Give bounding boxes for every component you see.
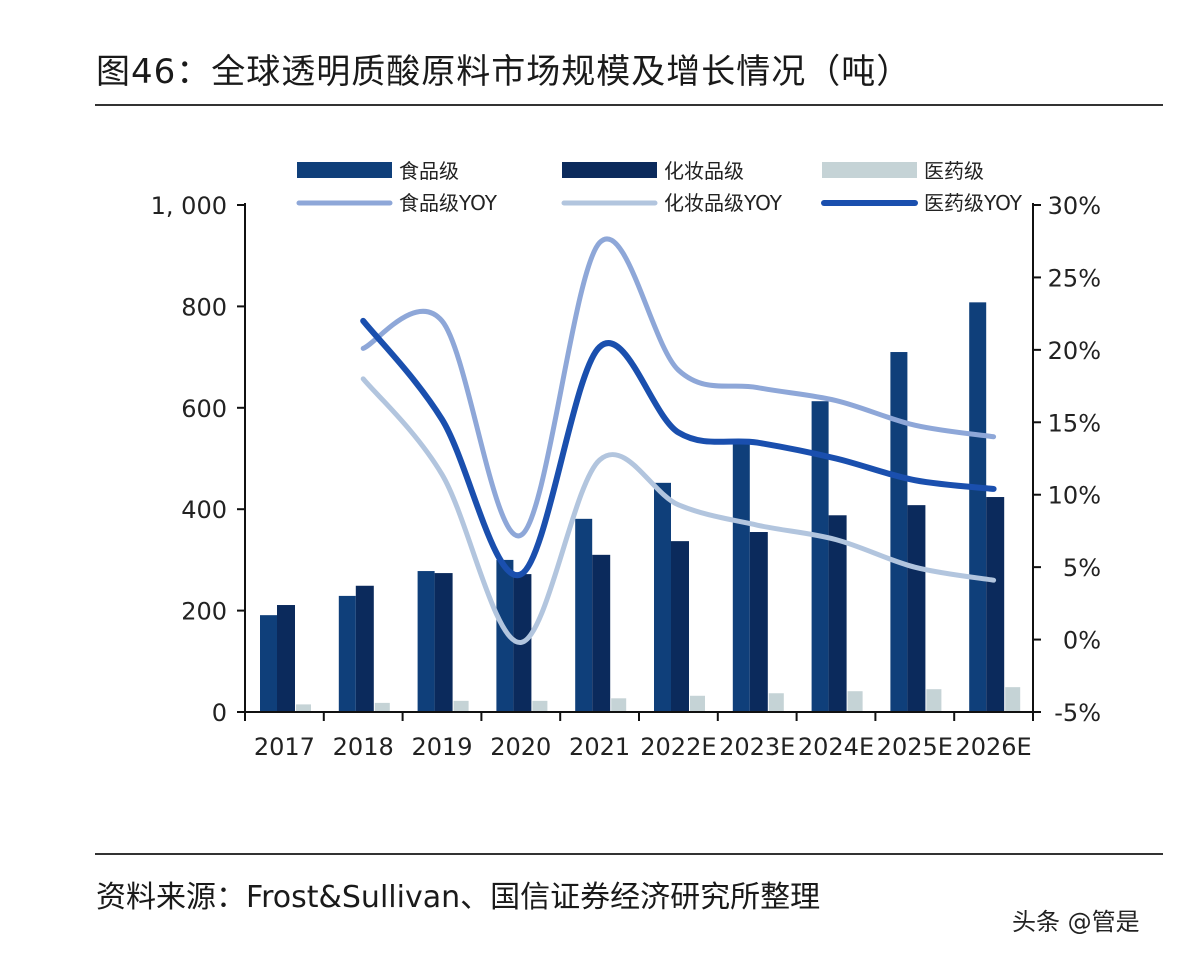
bar-2-2019 [453, 700, 469, 712]
bar-0-2017 [260, 615, 277, 712]
bar-1-2025E [907, 505, 926, 712]
bar-0-2019 [417, 571, 435, 712]
x-tick-label: 2024E [798, 733, 874, 761]
x-tick-label: 2021 [569, 733, 630, 761]
x-tick-label: 2020 [490, 733, 551, 761]
bar-0-2021 [575, 518, 593, 712]
left-tick-label: 200 [181, 598, 227, 626]
line-series-0 [360, 236, 997, 538]
x-tick-label: 2017 [254, 733, 315, 761]
source-note: 资料来源：Frost&Sullivan、国信证券经济研究所整理 [96, 880, 821, 915]
bar-0-2024E [811, 401, 829, 712]
right-tick-label: 5% [1063, 554, 1101, 582]
watermark: 头条 @管是 [1012, 908, 1140, 936]
x-tick-label: 2026E [955, 733, 1031, 761]
bar-1-2024E [828, 515, 847, 712]
left-tick-label: 400 [181, 496, 227, 524]
line-series-2 [360, 317, 997, 579]
bar-2-2024E [847, 691, 863, 712]
title-divider [95, 104, 1163, 106]
bar-1-2022E [671, 541, 689, 712]
right-tick-label: 25% [1048, 264, 1101, 292]
bar-1-2021 [592, 554, 611, 712]
bar-2-2023E [768, 693, 784, 712]
legend-label: 医药级 [924, 159, 984, 183]
chart-title: 图46：全球透明质酸原料市场规模及增长情况（吨） [96, 52, 912, 92]
legend-label: 医药级YOY [924, 191, 1023, 215]
right-tick-label: -5% [1054, 699, 1101, 727]
x-tick-label: 2025E [877, 733, 953, 761]
bar-0-2025E [890, 352, 908, 712]
legend-swatch-0 [297, 162, 392, 178]
bar-2-2021 [611, 698, 627, 712]
bar-2-2018 [374, 702, 390, 712]
legend-label: 食品级YOY [399, 191, 498, 215]
x-tick-label: 2022E [640, 733, 716, 761]
right-tick-label: 20% [1048, 337, 1101, 365]
legend-label: 化妆品级 [664, 159, 744, 183]
right-tick-label: 30% [1048, 192, 1101, 220]
bar-0-2018 [338, 595, 356, 712]
bar-1-2026E [986, 497, 1005, 712]
bar-2-2020 [532, 700, 548, 712]
bar-1-2018 [355, 585, 374, 712]
right-tick-label: 15% [1048, 409, 1101, 437]
bar-0-2022E [654, 482, 671, 712]
bar-1-2023E [749, 532, 768, 712]
x-tick-label: 2018 [333, 733, 394, 761]
legend-swatch-1 [562, 162, 657, 178]
left-tick-label: 600 [181, 395, 227, 423]
x-tick-label: 2023E [719, 733, 795, 761]
bar-0-2026E [969, 302, 987, 712]
legend-label: 食品级 [399, 159, 459, 183]
bar-0-2020 [496, 559, 514, 712]
source-divider [95, 853, 1163, 855]
line-series-1 [360, 376, 997, 645]
left-tick-label: 800 [181, 293, 227, 321]
right-tick-label: 10% [1048, 482, 1101, 510]
bar-2-2022E [690, 695, 705, 712]
left-tick-label: 0 [212, 699, 227, 727]
bar-2-2026E [1005, 687, 1021, 712]
right-tick-label: 0% [1063, 627, 1101, 655]
bar-2-2017 [296, 704, 311, 712]
left-tick-label: 1, 000 [151, 192, 227, 220]
bar-1-2017 [277, 605, 295, 712]
legend-swatch-2 [822, 162, 917, 178]
x-tick-label: 2019 [411, 733, 472, 761]
bar-0-2023E [732, 443, 750, 712]
bar-2-2025E [926, 689, 942, 712]
bar-1-2019 [434, 573, 453, 712]
legend-label: 化妆品级YOY [664, 191, 783, 215]
